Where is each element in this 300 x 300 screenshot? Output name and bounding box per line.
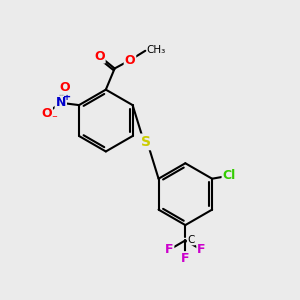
Text: F: F	[197, 243, 206, 256]
Text: O: O	[125, 54, 135, 67]
Text: F: F	[181, 252, 190, 265]
Text: O: O	[41, 106, 52, 119]
Text: C: C	[188, 235, 195, 245]
Text: S: S	[141, 135, 151, 149]
Text: Cl: Cl	[223, 169, 236, 182]
Text: F: F	[165, 243, 173, 256]
Text: +: +	[63, 92, 71, 102]
Text: CH₃: CH₃	[147, 45, 166, 55]
Text: ⁻: ⁻	[51, 115, 57, 124]
Text: O: O	[59, 81, 70, 94]
Text: O: O	[94, 50, 105, 63]
Text: N: N	[56, 96, 66, 109]
